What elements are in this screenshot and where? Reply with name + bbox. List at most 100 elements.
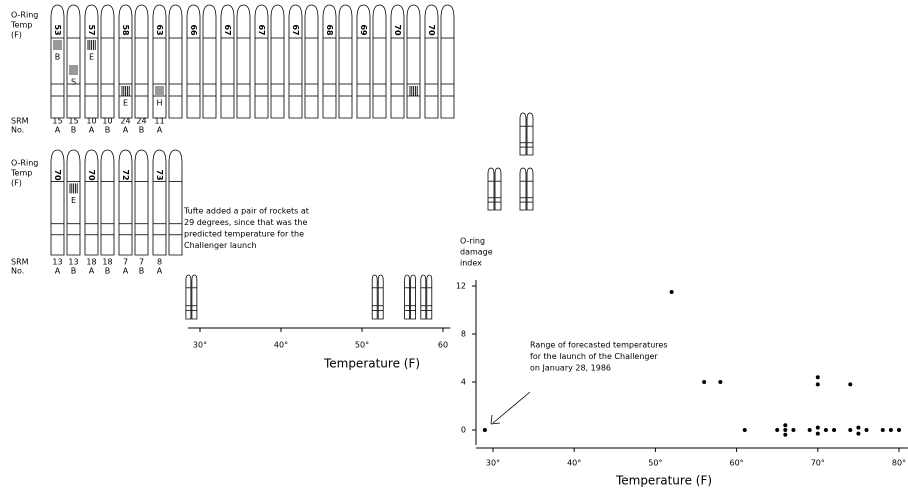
rocket-outline bbox=[391, 5, 404, 118]
rocket-outline bbox=[221, 5, 234, 118]
rocket bbox=[101, 5, 114, 118]
srm-side: B bbox=[105, 267, 111, 276]
rocket-outline bbox=[101, 5, 114, 118]
x-tick-label: 30° bbox=[193, 341, 207, 350]
annotation: Tufte added a pair of rockets at bbox=[183, 207, 309, 216]
rocket-mark bbox=[372, 275, 377, 319]
rocket-outline bbox=[373, 5, 386, 118]
rocket-temp: 57 bbox=[87, 24, 96, 35]
rocket bbox=[289, 5, 302, 118]
rocket-temp: 67 bbox=[291, 24, 300, 35]
rocket-outline bbox=[378, 275, 383, 319]
srm-number: 7 bbox=[139, 258, 144, 267]
srm-side: B bbox=[71, 267, 77, 276]
point bbox=[889, 428, 893, 432]
rocket-outline bbox=[520, 168, 526, 210]
rocket-outline bbox=[135, 5, 148, 118]
temp-label: (F) bbox=[11, 31, 22, 40]
rocket bbox=[153, 150, 166, 255]
rocket-temp: 70 bbox=[427, 24, 436, 36]
rocket bbox=[339, 5, 352, 118]
srm-side: B bbox=[71, 126, 77, 135]
rocket-temp: 70 bbox=[53, 169, 62, 181]
rocket bbox=[67, 5, 80, 118]
annotation: on January 28, 1986 bbox=[530, 364, 611, 373]
srm-side: A bbox=[89, 267, 95, 276]
srm-side: A bbox=[123, 267, 129, 276]
temp-label: Temp bbox=[10, 21, 32, 30]
rocket-outline bbox=[527, 113, 533, 155]
srm-side: A bbox=[123, 126, 129, 135]
point bbox=[791, 428, 795, 432]
y-axis-label: O-ring bbox=[460, 237, 485, 246]
srm-number: 13 bbox=[52, 258, 62, 267]
point bbox=[816, 382, 820, 386]
rocket bbox=[323, 5, 336, 118]
y-tick-label: 8 bbox=[461, 330, 466, 339]
x-axis-label: Temperature (F) bbox=[615, 474, 712, 488]
annotation: 29 degrees, since that was the bbox=[184, 218, 307, 227]
rocket-outline bbox=[67, 5, 80, 118]
point bbox=[881, 428, 885, 432]
rocket bbox=[255, 5, 268, 118]
rocket bbox=[305, 5, 318, 118]
srm-side: A bbox=[89, 126, 95, 135]
srm-side: B bbox=[139, 267, 145, 276]
rocket-outline bbox=[407, 5, 420, 118]
rocket-mark bbox=[427, 275, 432, 319]
rocket-mark bbox=[192, 275, 197, 319]
srm-number: 15 bbox=[68, 117, 78, 126]
point bbox=[856, 426, 860, 430]
x-tick-label: 60° bbox=[730, 459, 744, 468]
temp-label: O-Ring bbox=[11, 11, 38, 20]
point bbox=[824, 428, 828, 432]
srm-side: B bbox=[139, 126, 145, 135]
damage-gray bbox=[155, 86, 164, 96]
annotation-arrow bbox=[493, 392, 530, 423]
rocket bbox=[425, 5, 438, 118]
srm-label: SRM bbox=[11, 117, 29, 126]
damage-letter: B bbox=[55, 53, 61, 62]
point bbox=[848, 382, 852, 386]
damage-letter: E bbox=[123, 99, 128, 108]
srm-number: 15 bbox=[52, 117, 62, 126]
rocket bbox=[407, 5, 420, 118]
x-axis-label: Temperature (F) bbox=[323, 357, 420, 371]
temp-label: O-Ring bbox=[11, 159, 38, 168]
damage-letter: H bbox=[156, 99, 162, 108]
temp-label: Temp bbox=[10, 169, 32, 178]
rocket-outline bbox=[405, 275, 410, 319]
rocket-mark bbox=[186, 275, 191, 319]
x-tick-label: 80° bbox=[892, 459, 906, 468]
rocket-outline bbox=[527, 168, 533, 210]
rocket-outline bbox=[372, 275, 377, 319]
srm-number: 13 bbox=[68, 258, 78, 267]
srm-side: A bbox=[157, 126, 163, 135]
rocket bbox=[51, 150, 64, 255]
rocket bbox=[187, 5, 200, 118]
rocket bbox=[237, 5, 250, 118]
rocket-outline bbox=[271, 5, 284, 118]
point bbox=[775, 428, 779, 432]
rocket-outline bbox=[187, 5, 200, 118]
rocket bbox=[271, 5, 284, 118]
rocket bbox=[101, 150, 114, 255]
rocket bbox=[441, 5, 454, 118]
rocket-outline bbox=[289, 5, 302, 118]
rocket bbox=[135, 5, 148, 118]
point bbox=[783, 423, 787, 427]
annotation: Range of forecasted temperatures bbox=[530, 341, 668, 350]
rocket bbox=[357, 5, 370, 118]
rocket-outline bbox=[495, 168, 501, 210]
rocket-icon bbox=[527, 168, 533, 210]
rocket-outline bbox=[119, 150, 132, 255]
rocket bbox=[51, 5, 64, 118]
rocket-mark bbox=[405, 275, 410, 319]
rocket bbox=[119, 150, 132, 255]
rocket-temp: 73 bbox=[155, 169, 164, 180]
point bbox=[783, 433, 787, 437]
srm-label: No. bbox=[11, 126, 24, 135]
y-tick-label: 12 bbox=[456, 282, 466, 291]
point bbox=[718, 380, 722, 384]
annotation-arrowhead bbox=[491, 415, 500, 424]
